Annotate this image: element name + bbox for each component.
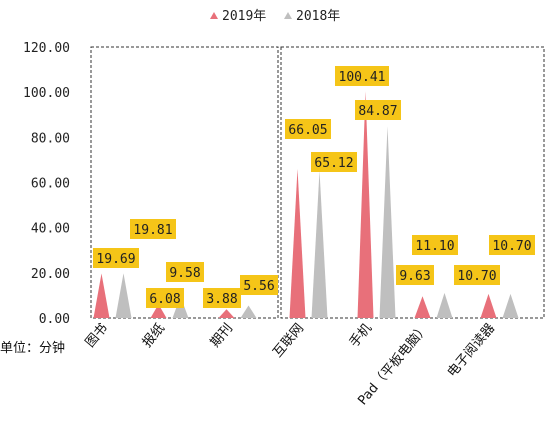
data-label-box-s0-c5 bbox=[396, 265, 434, 285]
y-tick-0: 0.00 bbox=[39, 312, 70, 327]
data-label-s0-c4: 100.41 bbox=[339, 70, 386, 85]
data-label-s1-c6: 10.70 bbox=[492, 239, 531, 254]
data-label-box-s1-c1 bbox=[166, 262, 204, 282]
data-label-box-s1-c3 bbox=[311, 152, 357, 172]
data-label-box-s1-c2 bbox=[240, 275, 278, 295]
data-label-box-s0-c2 bbox=[203, 288, 241, 308]
data-label-s0-c6: 10.70 bbox=[457, 269, 496, 284]
mark-s0-c3 bbox=[289, 168, 306, 318]
y-tick-1: 20.00 bbox=[31, 267, 70, 282]
y-tick-3: 60.00 bbox=[31, 177, 70, 192]
x-tick-6: 电子阅读器 bbox=[445, 321, 498, 380]
data-label-box-s1-c0 bbox=[130, 219, 176, 239]
x-tick-4: 手机 bbox=[347, 321, 375, 351]
mark-s1-c3 bbox=[311, 170, 328, 318]
mark-s1-c2 bbox=[240, 305, 257, 318]
data-label-box-s0-c1 bbox=[146, 288, 184, 308]
data-label-box-s1-c6 bbox=[489, 235, 535, 255]
legend-marker-0 bbox=[210, 12, 218, 19]
x-tick-2: 期刊 bbox=[208, 321, 236, 351]
data-label-s0-c2: 3.88 bbox=[206, 292, 237, 307]
data-label-box-s0-c6 bbox=[454, 265, 500, 285]
legend: 2019年 2018年 bbox=[210, 9, 340, 24]
y-tick-4: 80.00 bbox=[31, 131, 70, 146]
x-tick-1: 报纸 bbox=[140, 321, 168, 351]
y-tick-2: 40.00 bbox=[31, 222, 70, 237]
frame-digital bbox=[280, 46, 545, 319]
mark-s1-c5 bbox=[436, 292, 453, 318]
mark-s1-c0 bbox=[115, 273, 132, 318]
data-label-s1-c5: 11.10 bbox=[415, 239, 454, 254]
data-label-box-s0-c4 bbox=[335, 66, 389, 86]
data-label-s0-c1: 6.08 bbox=[149, 292, 180, 307]
legend-label-1: 2018年 bbox=[296, 9, 340, 24]
data-label-s0-c3: 66.05 bbox=[288, 123, 327, 138]
data-label-s1-c4: 84.87 bbox=[358, 104, 397, 119]
data-label-box-s0-c0 bbox=[93, 248, 139, 268]
data-label-box-s1-c4 bbox=[355, 100, 401, 120]
data-label-s0-c5: 9.63 bbox=[399, 269, 430, 284]
data-label-box-s1-c5 bbox=[412, 235, 458, 255]
y-axis: 0.00 20.00 40.00 60.00 80.00 100.00 120.00 bbox=[23, 41, 70, 327]
mark-s0-c6 bbox=[480, 293, 497, 318]
x-tick-0: 图书 bbox=[83, 321, 111, 351]
data-label-s0-c0: 19.69 bbox=[96, 252, 135, 267]
mark-s0-c2 bbox=[218, 309, 235, 318]
data-label-s1-c0: 19.81 bbox=[133, 223, 172, 238]
data-labels: 19.69 6.08 3.88 66.05 100.41 9.63 10.70 19.81 9.… bbox=[93, 66, 535, 308]
y-tick-6: 120.00 bbox=[23, 41, 70, 56]
data-label-s1-c3: 65.12 bbox=[314, 156, 353, 171]
mark-s0-c1 bbox=[150, 304, 167, 318]
unit-label: 单位：分钟 bbox=[0, 340, 65, 356]
legend-label-0: 2019年 bbox=[222, 9, 266, 24]
mark-s0-c5 bbox=[414, 296, 431, 318]
x-tick-3: 互联网 bbox=[270, 321, 307, 361]
data-label-s1-c1: 9.58 bbox=[169, 266, 200, 281]
mark-s0-c4 bbox=[357, 91, 374, 318]
mark-s1-c6 bbox=[502, 293, 519, 318]
mark-s1-c4 bbox=[379, 126, 396, 318]
chart-marks bbox=[93, 91, 519, 318]
mark-s0-c0 bbox=[93, 273, 110, 318]
legend-marker-1 bbox=[284, 12, 292, 19]
data-label-box-s0-c3 bbox=[285, 119, 331, 139]
data-label-s1-c2: 5.56 bbox=[243, 279, 274, 294]
y-tick-5: 100.00 bbox=[23, 86, 70, 101]
